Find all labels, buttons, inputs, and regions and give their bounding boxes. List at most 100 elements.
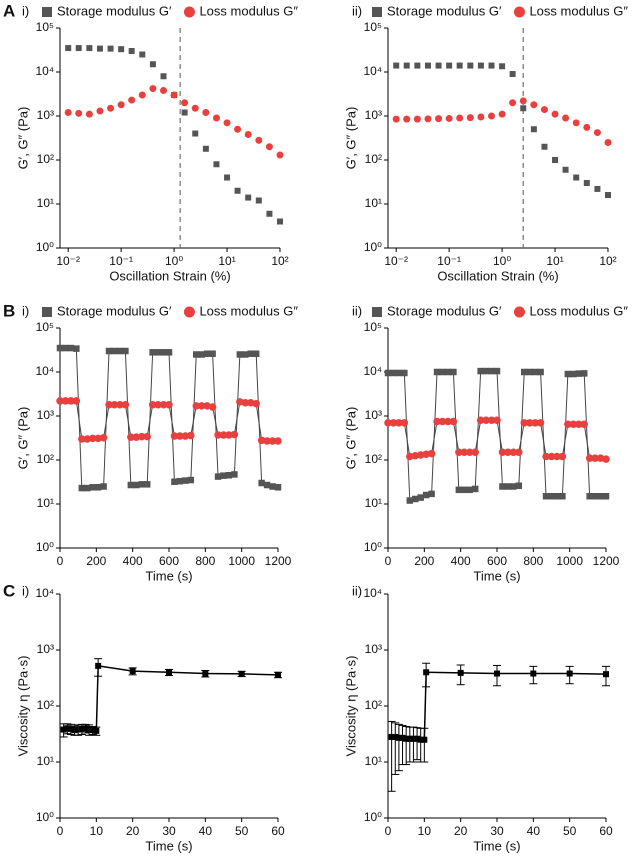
data-point — [165, 401, 173, 409]
data-point — [263, 437, 271, 445]
data-point — [116, 401, 124, 409]
data-point — [67, 397, 75, 405]
data-point — [559, 493, 566, 500]
data-point — [435, 62, 442, 69]
x-axis-label: Time (s) — [145, 838, 192, 853]
data-point — [73, 345, 80, 352]
data-point — [471, 448, 479, 457]
data-point — [449, 417, 458, 426]
data-point — [65, 45, 72, 52]
x-tick-label: 1000 — [228, 554, 255, 568]
data-point — [477, 62, 484, 69]
data-point — [389, 419, 398, 427]
data-point — [384, 369, 392, 377]
data-point — [93, 727, 100, 734]
data-point — [399, 734, 406, 741]
data-point — [255, 197, 262, 204]
data-point — [213, 161, 220, 168]
data-point — [604, 138, 612, 146]
data-point — [67, 725, 74, 732]
y-tick-label: 10⁴ — [35, 586, 54, 600]
x-tick-label: 60 — [599, 824, 613, 838]
data-point — [562, 114, 570, 122]
panel-label: B — [3, 301, 15, 320]
data-point — [78, 725, 85, 732]
data-point — [231, 471, 238, 478]
data-point — [176, 477, 184, 485]
x-axis-label: Oscillation Strain (%) — [437, 268, 558, 283]
data-point — [107, 45, 114, 52]
data-point — [482, 416, 490, 425]
data-point — [110, 401, 119, 409]
data-point — [597, 493, 604, 500]
data-point — [64, 109, 72, 117]
data-point — [499, 63, 506, 70]
data-point — [439, 368, 446, 376]
data-point — [602, 493, 610, 500]
data-point — [456, 62, 463, 69]
data-point — [466, 448, 474, 457]
data-point — [445, 114, 453, 122]
data-point — [263, 481, 271, 489]
y-tick-label: 10⁵ — [364, 320, 382, 334]
data-point — [531, 419, 539, 427]
data-point — [456, 114, 464, 122]
data-point — [572, 119, 580, 127]
legend-label: Storage modulus G′ — [387, 303, 502, 318]
data-point — [187, 431, 195, 440]
data-point — [520, 419, 528, 427]
data-point — [236, 351, 244, 358]
data-point — [521, 368, 528, 376]
y-tick-label: 10² — [37, 698, 54, 712]
data-point — [591, 493, 599, 500]
x-tick-label: 10² — [599, 254, 616, 268]
data-point — [107, 104, 115, 112]
y-tick-label: 10⁴ — [363, 586, 382, 600]
data-point — [192, 402, 200, 410]
data-point — [466, 114, 474, 122]
x-tick-label: 1200 — [593, 554, 620, 568]
data-point — [605, 192, 611, 199]
x-tick-label: 800 — [523, 554, 543, 568]
data-point — [390, 369, 397, 377]
data-point — [395, 419, 403, 427]
data-point — [575, 370, 582, 377]
data-point — [160, 86, 168, 94]
data-point — [219, 431, 228, 439]
data-point — [132, 433, 141, 441]
data-point — [564, 420, 572, 428]
legend-marker — [42, 307, 52, 317]
data-point — [504, 448, 512, 457]
data-point — [393, 62, 400, 69]
data-point — [428, 490, 435, 498]
data-point — [78, 435, 86, 443]
data-point — [117, 101, 125, 109]
y-tick-label: 10¹ — [365, 496, 382, 510]
data-point — [75, 726, 82, 733]
data-point — [274, 437, 282, 445]
y-tick-label: 10⁴ — [35, 364, 54, 378]
panel: ii) Storage modulus G′ Loss modulus G″ 10⁰ 1… — [343, 303, 628, 583]
data-point — [224, 174, 231, 181]
data-point — [171, 478, 178, 486]
data-point — [421, 736, 428, 743]
y-tick-label: 10⁴ — [363, 64, 382, 78]
data-point — [542, 493, 550, 500]
x-tick-label: 40 — [527, 824, 541, 838]
data-point — [553, 493, 561, 500]
y-tick-label: 10³ — [37, 642, 54, 656]
data-point — [433, 368, 441, 376]
data-point — [252, 399, 260, 408]
data-point — [274, 484, 282, 491]
data-point — [526, 368, 533, 376]
data-point — [395, 369, 403, 377]
x-tick-label: 0 — [385, 554, 392, 568]
series-line — [388, 370, 606, 502]
data-point — [118, 46, 125, 53]
data-point — [268, 437, 277, 445]
data-point — [410, 735, 417, 742]
data-point — [591, 454, 599, 462]
data-point — [435, 115, 443, 123]
data-point — [466, 486, 473, 494]
data-point — [540, 106, 548, 114]
